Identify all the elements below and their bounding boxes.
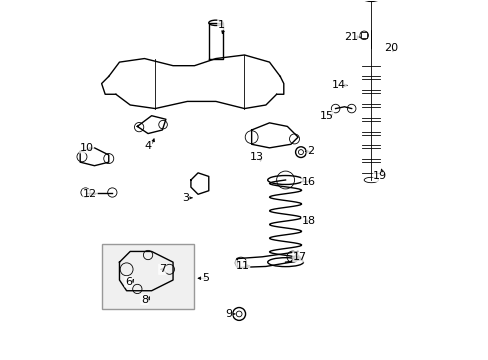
Text: 17: 17 [292,252,306,262]
Text: 11: 11 [235,261,249,271]
Text: 1: 1 [217,19,224,30]
Text: 21: 21 [344,32,358,42]
Text: 10: 10 [80,143,93,153]
Text: 13: 13 [249,152,264,162]
Bar [361,32,366,38]
Text: 8: 8 [141,295,148,305]
Text: 5: 5 [201,273,208,283]
Text: 9: 9 [224,309,231,319]
Text: 19: 19 [372,171,386,181]
Text: 4: 4 [144,141,151,151]
Bar [102,244,194,309]
Text: 20: 20 [383,43,397,53]
Text: 15: 15 [319,111,333,121]
Text: 12: 12 [83,189,97,199]
Text: 16: 16 [301,177,315,187]
Text: 7: 7 [159,264,165,274]
Text: 2: 2 [306,147,313,157]
Text: 18: 18 [301,216,315,226]
Text: 6: 6 [124,277,132,287]
Text: 14: 14 [331,80,346,90]
Text: 3: 3 [182,193,189,203]
